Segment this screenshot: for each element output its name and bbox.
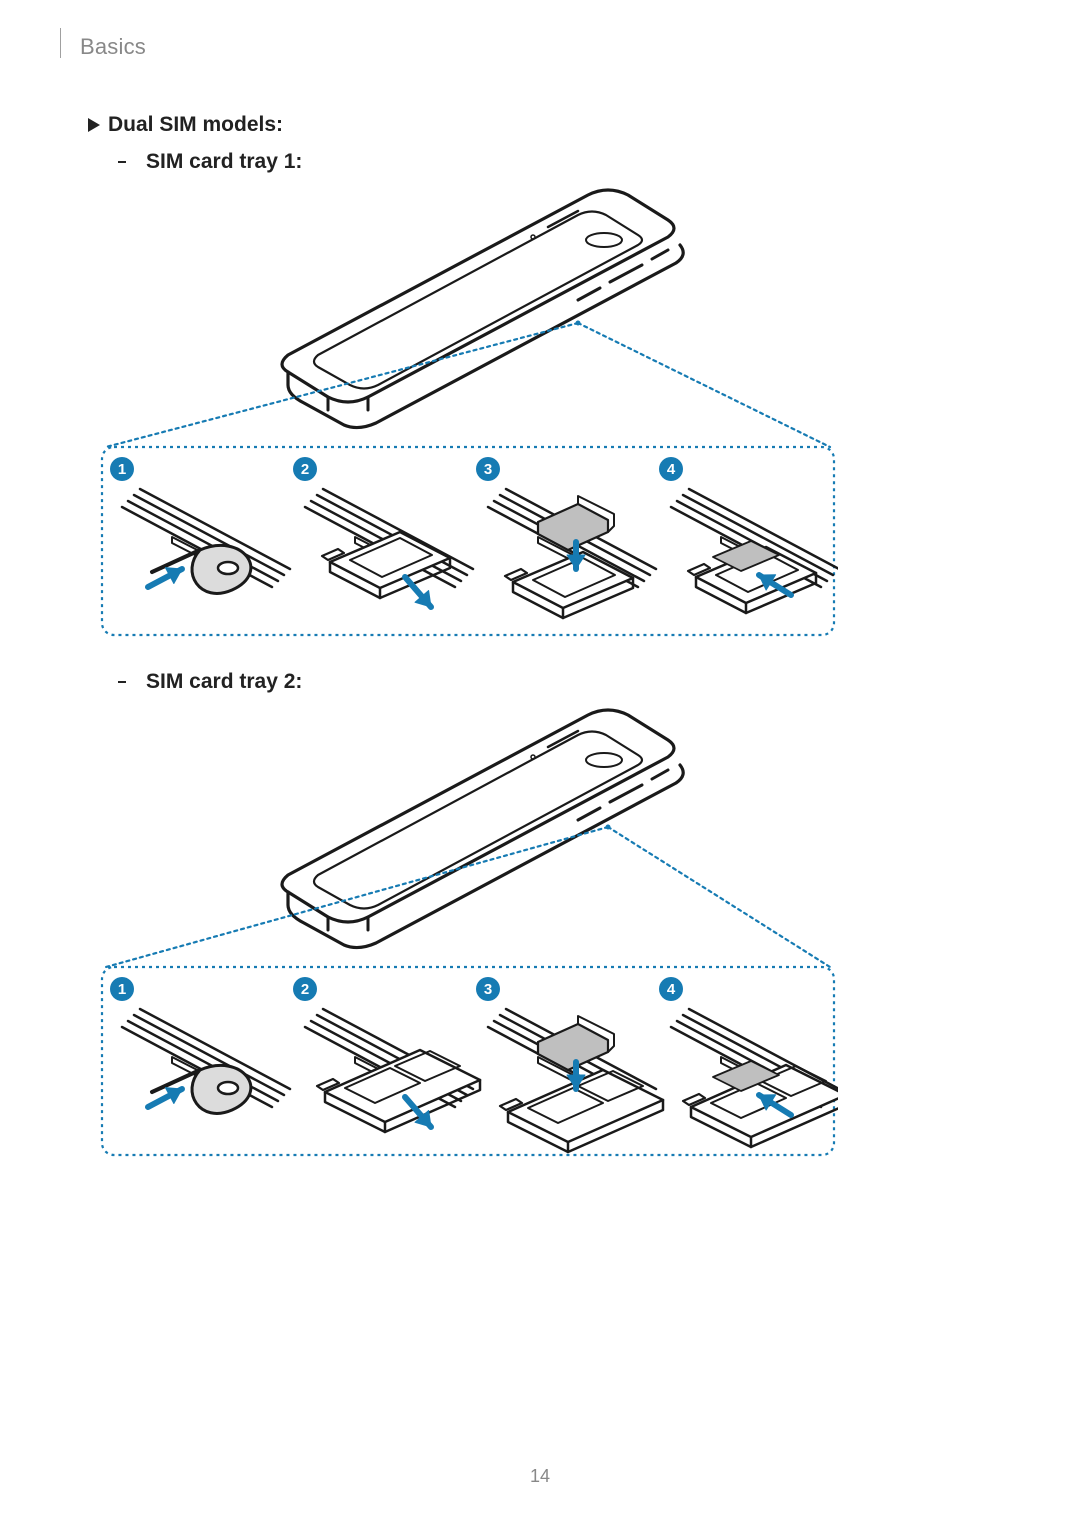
svg-text:3: 3 [484,981,492,998]
subbullet-tray1: SIM card tray 1: [118,150,302,174]
diagram-tray1-svg: 1 2 3 4 [98,185,838,645]
page: Basics Dual SIM models: SIM card tray 1:… [0,0,1080,1527]
diagram-tray2-svg: 1 2 3 4 [98,705,838,1165]
dash-bullet-icon [118,681,126,683]
svg-text:1: 1 [118,981,126,998]
triangle-bullet-icon [88,118,100,132]
svg-text:3: 3 [484,461,492,478]
subbullet-tray2: SIM card tray 2: [118,670,302,694]
svg-text:4: 4 [667,981,676,998]
bullet-dual-sim: Dual SIM models: [88,113,283,137]
page-number: 14 [0,1466,1080,1487]
svg-text:2: 2 [301,461,309,478]
bullet-dual-sim-label: Dual SIM models: [108,113,283,137]
dash-bullet-icon [118,161,126,163]
diagram-tray1: 1 2 3 4 [98,185,838,650]
subbullet-tray1-label: SIM card tray 1: [146,150,302,174]
subbullet-tray2-label: SIM card tray 2: [146,670,302,694]
diagram-tray2: 1 2 3 4 [98,705,838,1170]
section-title: Basics [80,34,146,60]
svg-text:4: 4 [667,461,676,478]
header-divider [60,28,61,58]
svg-text:1: 1 [118,461,126,478]
svg-text:2: 2 [301,981,309,998]
